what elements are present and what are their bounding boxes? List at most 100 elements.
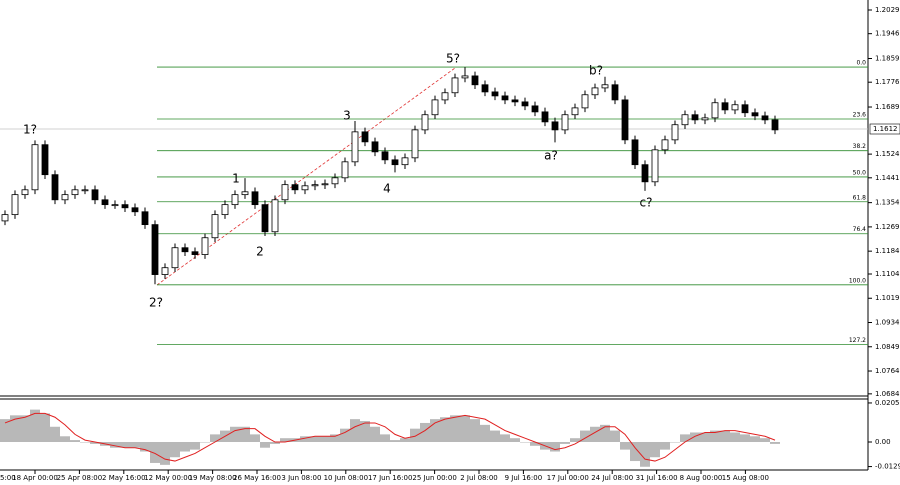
macd-bar [360,421,370,442]
candle-body [581,94,589,109]
candle-body [521,101,529,107]
macd-bar [550,442,560,452]
candle-body [351,131,359,163]
wave-label: 5? [446,52,460,66]
macd-bar [520,442,530,443]
candle-body [571,107,579,116]
y-tick-label: 1.1776 [875,78,900,86]
candle-body [691,114,699,121]
macd-bar [450,415,460,442]
macd-bar [280,438,290,442]
x-tick-label: 12 May 00:00 [144,474,192,482]
macd-bar [670,442,680,443]
candle-body [531,105,539,113]
macd-bar [260,442,270,448]
macd-bar [470,419,480,442]
y-tick-label: 1.1019 [875,294,900,302]
x-tick-label: 15 Aug 08:00 [722,474,769,482]
candle-body [281,184,289,201]
wave-label: 1? [23,123,37,137]
candle-body [141,211,149,226]
x-tick-label: 25 Jun 00:00 [412,474,456,482]
macd-bar [640,442,650,467]
y-tick-label: 1.1441 [875,174,900,182]
macd-bar [370,426,380,442]
macd-bar [500,434,510,442]
macd-bar [150,442,160,463]
fib-label: 61.8 [853,194,867,201]
macd-bar [30,409,40,442]
candle-body [441,92,449,101]
candle-body [681,114,689,126]
macd-bar [460,415,470,442]
macd-bar [530,442,540,446]
macd-bar [10,415,20,442]
macd-bar [320,436,330,442]
macd-bar [690,432,700,442]
macd-bar [620,442,630,450]
wave-label: 1 [232,172,240,186]
candle-body [241,191,249,196]
candle-body [651,149,659,183]
candle-body [631,139,639,166]
x-tick-label: 25 Apr 08:00 [57,474,103,482]
macd-bar [400,438,410,442]
candle-body [341,161,349,179]
candle-body [61,194,69,201]
macd-bar [490,430,500,442]
candle-body [381,151,389,161]
candle-body [161,267,169,275]
macd-bar [730,432,740,442]
macd-bar [0,419,10,442]
candle-body [761,115,769,121]
candle-body [191,251,199,255]
signal-line [4,412,776,462]
candle-body [331,177,339,185]
macd-bar [90,442,100,444]
candle-body [21,189,29,196]
candle-body [501,95,509,101]
fib-label: 50.0 [853,169,867,176]
candle-body [461,75,469,79]
macd-bar [70,440,80,442]
candle-body [411,129,419,159]
macd-bar [740,434,750,442]
candle-body [451,77,459,94]
candle-body [741,104,749,114]
macd-bar [20,415,30,442]
candle-body [721,102,729,111]
candle-body [131,207,139,213]
candle-body [661,139,669,151]
candle-body [561,114,569,131]
candle-body [511,99,519,103]
macd-bar [50,426,60,442]
y-tick-label: 1.1524 [875,150,900,158]
x-tick-label: 17 Jun 16:00 [368,474,412,482]
x-tick-label: 10 Jun 08:00 [324,474,368,482]
x-tick-label: 3 Jun 08:00 [281,474,321,482]
macd-bar [40,413,50,442]
macd-bar [200,442,210,443]
fib-label: 100.0 [849,277,866,284]
macd-bar [650,442,660,458]
macd-bar [410,428,420,442]
macd-bar [420,422,430,442]
candle-body [231,194,239,206]
macd-bar [250,434,260,442]
candle-body [221,204,229,216]
y-tick-label: 1.1184 [875,247,900,255]
candle-body [121,204,129,209]
candle-body [1,214,9,222]
candle-body [111,204,119,207]
wave-label: 2 [256,245,264,259]
candle-body [171,247,179,269]
fib-label: 76.4 [853,226,867,233]
x-tick-label: 17 Jul 00:00 [547,474,589,482]
macd-bar [570,438,580,442]
macd-bar [680,434,690,442]
macd-bar [600,424,610,442]
macd-bar [130,442,140,448]
candle-body [101,199,109,206]
macd-bar [330,434,340,442]
